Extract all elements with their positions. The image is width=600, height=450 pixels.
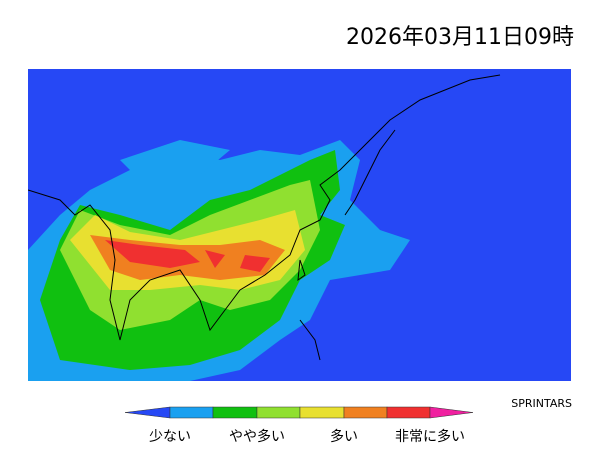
- credit: SPRINTARS: [511, 397, 572, 410]
- legend-label: 多い: [330, 428, 358, 445]
- color-scale: [124, 406, 474, 419]
- legend-label: やや多い: [229, 428, 285, 445]
- forecast-time: 2026年03月11日09時: [346, 25, 574, 50]
- legend-label: 少ない: [149, 429, 191, 445]
- aerosol-map: [28, 69, 571, 381]
- legend-label: 非常に多い: [395, 428, 465, 445]
